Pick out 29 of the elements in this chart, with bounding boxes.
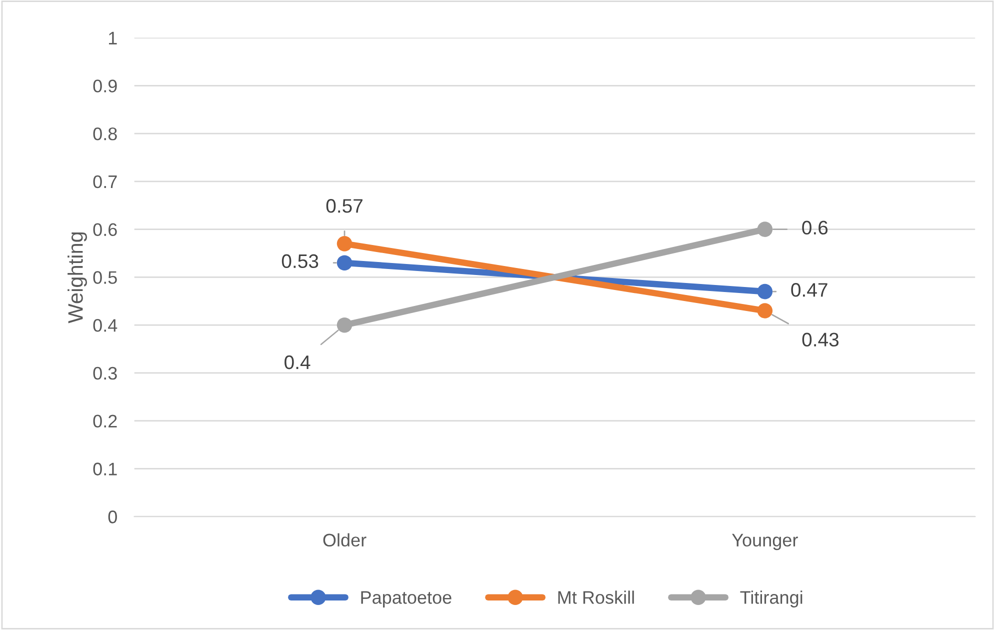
- y-tick-label: 0.5: [93, 271, 117, 284]
- y-tick-label: 0.4: [93, 319, 118, 332]
- y-axis-title: Weighting: [68, 232, 88, 324]
- data-label: 0.57: [326, 199, 362, 213]
- legend-label: Mt Roskill: [558, 590, 634, 604]
- point: [757, 222, 773, 237]
- data-label: 0.4: [284, 355, 310, 370]
- point: [336, 317, 352, 333]
- y-tick-label: 0.8: [93, 127, 117, 140]
- point: [757, 284, 773, 300]
- legend-label: Papatoetoe: [361, 591, 452, 608]
- data-label: 0.43: [802, 332, 839, 346]
- x-tick-label: Older: [323, 533, 366, 547]
- y-tick-label: 0.2: [93, 414, 117, 428]
- y-tick-label: 0.6: [93, 223, 117, 236]
- y-tick-label: 0.9: [93, 80, 117, 92]
- y-tick-label: 0.3: [93, 366, 117, 380]
- y-tick-label: 1: [108, 32, 117, 44]
- y-tick-label: 0.1: [93, 462, 117, 476]
- y-tick-label: 0: [108, 510, 117, 524]
- point: [336, 255, 352, 270]
- point: [336, 236, 352, 252]
- x-tick-label: Younger: [732, 534, 798, 550]
- data-label: 0.47: [791, 283, 828, 297]
- legend-label: Titirangi: [740, 590, 802, 608]
- data-label: 0.6: [802, 220, 828, 235]
- point: [757, 303, 773, 318]
- y-tick-label: 0.7: [93, 175, 117, 188]
- data-label: 0.53: [282, 254, 318, 268]
